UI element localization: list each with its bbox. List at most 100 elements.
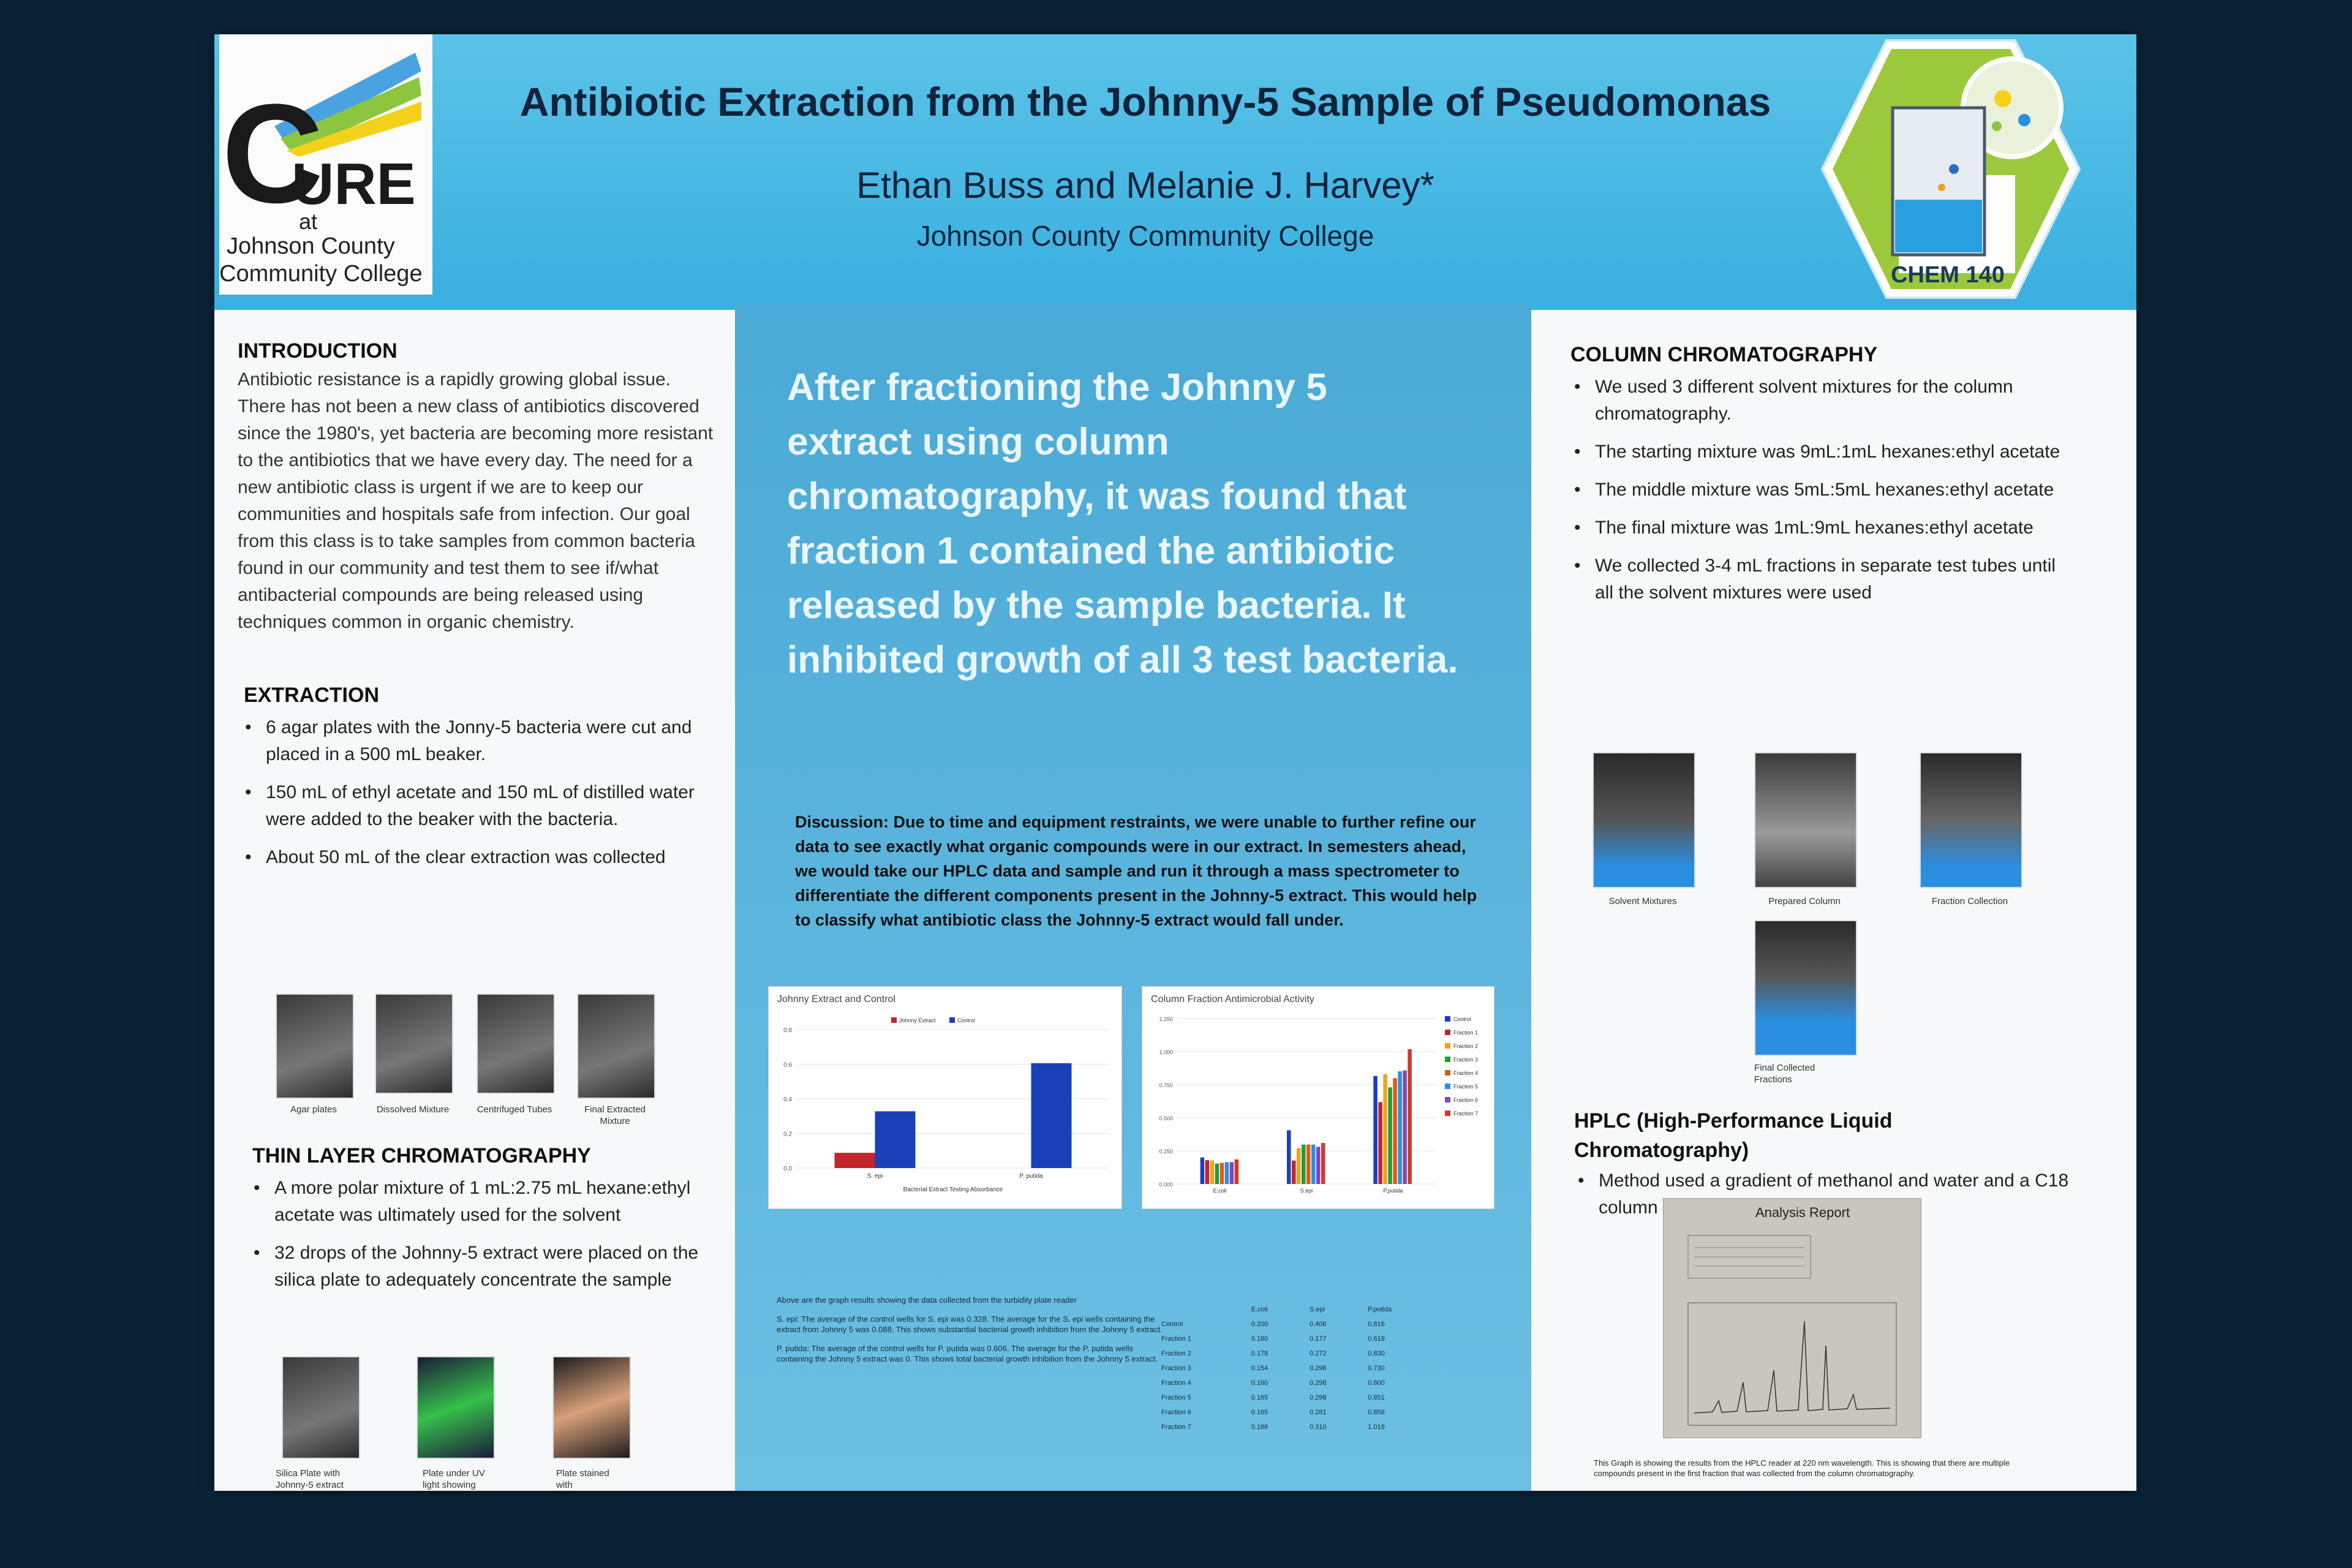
chart-notes: Above are the graph results showing the … [777, 1295, 1169, 1364]
table-cell: 0.178 [1251, 1350, 1268, 1357]
x-tick-label: P.putida [1383, 1188, 1403, 1194]
photo-caption: Prepared Column [1768, 896, 1841, 907]
list-item: The starting mixture was 9mL:1mL hexanes… [1570, 439, 2073, 466]
key-finding: After fractioning the Johnny 5 extract u… [787, 366, 1458, 681]
column-list: We used 3 different solvent mixtures for… [1570, 374, 2073, 617]
discussion-text: Discussion: Due to time and equipment re… [795, 813, 1477, 929]
center-column [735, 304, 1531, 1491]
table-cell: 0.160 [1251, 1379, 1268, 1387]
bar [1311, 1144, 1316, 1184]
y-tick-label: 0.8 [783, 1027, 792, 1034]
photo-caption: Silica Plate with Johnny-5 extract in so… [276, 1468, 344, 1490]
table-cell: 0.298 [1310, 1365, 1327, 1372]
table-cell: 0.281 [1310, 1409, 1327, 1416]
photo-agar-plates [276, 993, 354, 1099]
table-row: Fraction 5 0.165 0.298 0.851 [1158, 1390, 1439, 1405]
bar [1205, 1160, 1210, 1184]
legend-swatch [1445, 1030, 1450, 1035]
x-tick-label: P. putida [1019, 1173, 1043, 1180]
table-cell: Fraction 2 [1161, 1350, 1191, 1357]
logo-line2: Community College [219, 261, 423, 287]
bar [1215, 1163, 1219, 1184]
table-cell: 0.177 [1310, 1335, 1327, 1343]
table-row: Fraction 7 0.186 0.310 1.019 [1158, 1420, 1439, 1434]
bar [1321, 1143, 1325, 1184]
bar-chart-2: 0.000 0.250 0.500 0.750 1.000 1.250 Control Fra… [1159, 1016, 1478, 1194]
bar [1383, 1074, 1387, 1184]
table-row: Fraction 2 0.178 0.272 0.830 [1158, 1346, 1439, 1361]
table-cell: 0.619 [1368, 1335, 1385, 1343]
y-tick-label: 0.000 [1159, 1182, 1173, 1188]
photo-uv-plate [417, 1356, 495, 1459]
table-cell: Fraction 1 [1161, 1335, 1191, 1343]
photo-dissolved-mixture [375, 993, 453, 1094]
y-tick-label: 1.000 [1159, 1049, 1173, 1055]
y-tick-label: 0.250 [1159, 1148, 1173, 1155]
bar [1234, 1159, 1239, 1184]
legend-swatch [1445, 1016, 1450, 1022]
cure-logo: C URE at Johnson County Community Colleg… [219, 34, 432, 295]
legend-swatch [1445, 1097, 1450, 1102]
table-cell: Fraction 7 [1161, 1423, 1191, 1431]
photo-caption: Fraction Collection [1931, 896, 2008, 907]
table-cell: 0.816 [1368, 1321, 1385, 1328]
note-text: S. epi: The average of the control wells… [777, 1314, 1163, 1334]
bar [1398, 1071, 1402, 1184]
bar [1224, 1162, 1229, 1184]
photo-caption: Solvent Mixtures [1608, 896, 1677, 907]
tlc-heading: THIN LAYER CHROMATOGRAPHY [252, 1144, 591, 1167]
list-item: We used 3 different solvent mixtures for… [1570, 374, 2073, 428]
y-tick-label: 0.0 [783, 1166, 792, 1172]
y-tick-label: 1.250 [1159, 1016, 1173, 1022]
photo-caption: Final Extracted Mixture [584, 1104, 646, 1126]
x-axis-label: Bacterial Extract Testing Absorbance [903, 1186, 1003, 1193]
bar [1219, 1163, 1224, 1184]
bar [1297, 1148, 1301, 1184]
bar [1388, 1087, 1392, 1184]
chart-title: Column Fraction Antimicrobial Activity [1151, 994, 1314, 1005]
introduction-heading: INTRODUCTION [238, 339, 398, 363]
table-cell: 0.730 [1368, 1365, 1385, 1372]
table-cell: 1.019 [1368, 1423, 1385, 1431]
legend-swatch [949, 1017, 955, 1023]
table-cell: 0.310 [1310, 1423, 1327, 1431]
bar [1292, 1160, 1296, 1184]
bar [1316, 1147, 1321, 1184]
y-tick-label: 0.6 [783, 1062, 792, 1069]
note-text: P. putida: The average of the control we… [777, 1344, 1158, 1363]
table-cell: 0.858 [1368, 1409, 1385, 1416]
bar [1200, 1157, 1205, 1184]
y-tick-label: 0.4 [783, 1096, 792, 1103]
logo-stripes [274, 53, 421, 157]
table-cell: 0.165 [1251, 1409, 1268, 1416]
course-badge: CHEM 140 [1891, 262, 2005, 288]
legend-swatch [1445, 1070, 1450, 1076]
table-row: Fraction 6 0.165 0.281 0.858 [1158, 1405, 1439, 1420]
table-cell: 0.830 [1368, 1350, 1385, 1357]
table-header-cell: S.epi [1310, 1306, 1325, 1313]
photo-fraction-collection [1920, 752, 2022, 888]
bar [1378, 1102, 1382, 1184]
chromatogram-trace [1687, 1235, 1897, 1426]
table-cell: 0.406 [1310, 1321, 1327, 1328]
table-header-cell: P.putida [1368, 1306, 1392, 1313]
list-item: The middle mixture was 5mL:5mL hexanes:e… [1570, 477, 2073, 503]
legend-label: Control [1453, 1016, 1471, 1022]
legend-label: Fraction 5 [1453, 1084, 1478, 1090]
hplc-caption: This Graph is showing the results from t… [1594, 1458, 2010, 1478]
chart-johnny-extract: Johnny Extract and Control 0.0 0.2 0.4 0.6 0… [768, 986, 1122, 1209]
logo-at: at [299, 209, 318, 234]
logo-ure: URE [292, 151, 416, 217]
photo-silica-plate [282, 1356, 360, 1459]
table-cell: Fraction 4 [1161, 1379, 1191, 1387]
x-tick-label: E.coli [1213, 1188, 1227, 1194]
logo-line1: Johnson County [227, 233, 395, 259]
logo-letter: C [222, 75, 324, 232]
poster-board: C URE at Johnson County Community Colleg… [214, 34, 2136, 1491]
bar [1031, 1063, 1072, 1168]
poster-authors: Ethan Buss and Melanie J. Harvey* [856, 165, 1434, 206]
table-cell: 0.180 [1251, 1335, 1268, 1343]
bar [1287, 1130, 1291, 1184]
bar [1306, 1144, 1311, 1184]
table-cell: 0.154 [1251, 1365, 1268, 1372]
